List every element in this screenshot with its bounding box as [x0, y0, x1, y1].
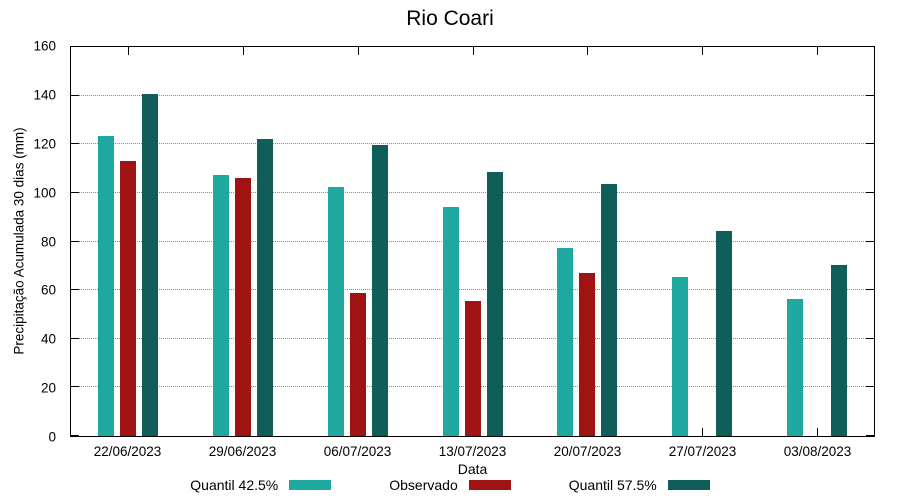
x-axis-tick — [472, 47, 474, 55]
y-tick-labels: 0 20 40 60 80 100 120 140 160 — [0, 39, 62, 445]
bar-quantil-42-5 — [213, 174, 230, 436]
legend-swatch — [667, 480, 710, 490]
x-axis-tick — [357, 47, 359, 55]
legend-item: Quantil 42.5% — [190, 477, 332, 493]
x-axis-tick — [701, 428, 703, 436]
bar-group — [71, 47, 186, 436]
y-tick-label: 40 — [40, 331, 56, 347]
bar-group — [415, 47, 530, 436]
bar-quantil-57-5 — [486, 172, 503, 436]
y-axis-tick — [71, 191, 79, 193]
x-tick-labels: 22/06/2023 29/06/2023 06/07/2023 13/07/2023… — [70, 444, 875, 459]
bar-group — [300, 47, 415, 436]
y-tick-label: 60 — [40, 282, 56, 298]
gridline — [71, 240, 874, 242]
y-axis-tick — [71, 46, 79, 47]
gridline — [71, 191, 874, 193]
y-axis-tick — [866, 94, 874, 96]
y-axis-tick — [866, 435, 874, 436]
y-tick-label: 100 — [33, 185, 56, 201]
x-axis-tick — [816, 47, 818, 55]
bar-quantil-42-5 — [671, 276, 688, 436]
bar-quantil-42-5 — [557, 247, 574, 436]
y-axis-tick — [71, 337, 79, 339]
bar-group — [759, 47, 874, 436]
y-axis-tick — [71, 289, 79, 291]
legend-label: Quantil 42.5% — [190, 477, 279, 493]
y-axis-tick — [866, 289, 874, 291]
x-tick-label: 13/07/2023 — [438, 444, 507, 459]
gridline — [71, 289, 874, 291]
y-axis-tick — [71, 94, 79, 96]
x-axis-tick — [128, 47, 130, 55]
y-tick-label: 120 — [33, 136, 56, 152]
bar-quantil-57-5 — [142, 94, 159, 436]
y-tick-label: 140 — [33, 87, 56, 103]
x-axis-label: Data — [457, 461, 488, 477]
x-axis-tick — [243, 47, 245, 55]
x-tick-label: 27/07/2023 — [668, 444, 737, 459]
legend: Quantil 42.5% Observado Quantil 57.5% — [0, 477, 900, 493]
plot-area — [70, 46, 875, 437]
gridline — [71, 143, 874, 145]
bars-layer — [71, 47, 874, 436]
y-axis-tick — [71, 386, 79, 388]
gridline — [71, 94, 874, 96]
bar-observado — [349, 292, 366, 436]
bar-quantil-42-5 — [98, 135, 115, 436]
bar-observado — [579, 273, 596, 436]
bar-observado — [464, 301, 481, 436]
legend-label: Quantil 57.5% — [568, 477, 657, 493]
bar-observado — [120, 161, 137, 436]
y-axis-tick — [866, 337, 874, 339]
bar-group — [645, 47, 760, 436]
chart-title: Rio Coari — [406, 7, 494, 30]
y-axis-tick — [71, 143, 79, 145]
bar-quantil-57-5 — [830, 264, 847, 436]
bar-quantil-42-5 — [442, 207, 459, 436]
x-tick-label: 22/06/2023 — [93, 444, 162, 459]
y-tick-label: 80 — [40, 234, 56, 249]
bar-group — [186, 47, 301, 436]
y-tick-label: 160 — [33, 38, 56, 54]
bar-quantil-42-5 — [786, 298, 803, 436]
y-axis-tick — [866, 240, 874, 242]
y-axis-tick — [866, 143, 874, 145]
bar-quantil-57-5 — [257, 139, 274, 436]
bar-quantil-42-5 — [327, 186, 344, 436]
y-axis-tick — [71, 240, 79, 242]
legend-item: Observado — [389, 477, 511, 493]
legend-item: Quantil 57.5% — [569, 477, 710, 493]
x-axis-tick — [587, 47, 589, 55]
legend-label: Observado — [389, 477, 458, 493]
legend-swatch — [289, 480, 332, 490]
y-axis-tick — [866, 191, 874, 193]
bar-quantil-57-5 — [371, 145, 388, 436]
x-axis-tick — [816, 428, 818, 436]
bar-group — [530, 47, 645, 436]
y-axis-tick — [866, 386, 874, 388]
x-axis-tick — [701, 47, 703, 55]
bar-observado — [235, 178, 252, 436]
x-tick-label: 20/07/2023 — [553, 444, 622, 459]
y-tick-label: 0 — [48, 429, 56, 445]
legend-swatch — [468, 480, 511, 490]
y-tick-label: 20 — [40, 380, 56, 396]
x-tick-label: 29/06/2023 — [208, 444, 277, 459]
y-axis-tick — [866, 46, 874, 47]
x-tick-label: 06/07/2023 — [323, 444, 392, 459]
y-axis-tick — [71, 435, 79, 436]
bar-quantil-57-5 — [715, 230, 732, 436]
bar-quantil-57-5 — [601, 184, 618, 436]
x-tick-label: 03/08/2023 — [783, 444, 852, 459]
